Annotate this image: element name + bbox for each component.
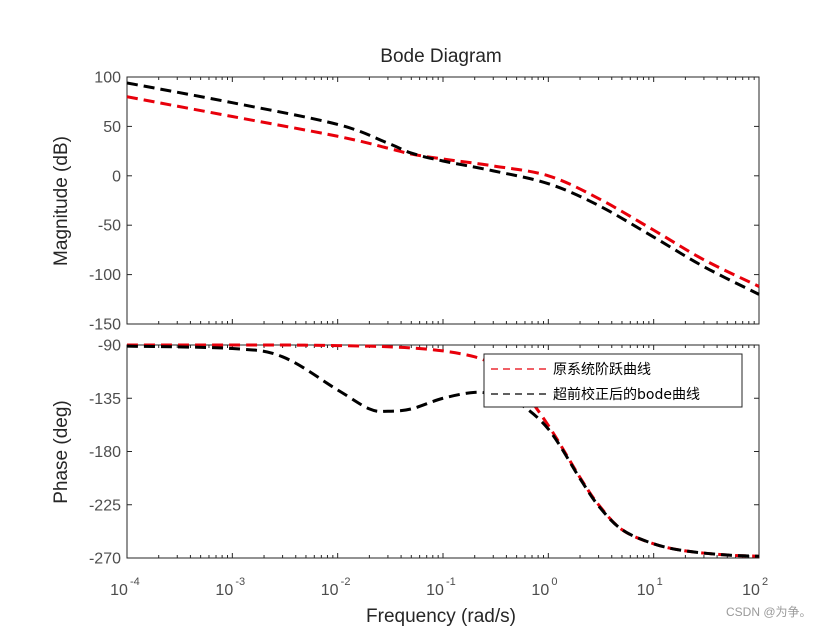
x-tick-label: 10	[637, 582, 655, 599]
chart-title: Bode Diagram	[380, 46, 501, 67]
y-tick-label: -180	[89, 444, 121, 461]
magnitude-series-original	[126, 95, 760, 288]
legend-label-compensated: 超前校正后的bode曲线	[553, 386, 700, 403]
magnitude-lines	[126, 81, 760, 296]
x-tick-label: 10	[426, 582, 444, 599]
watermark-text: CSDN @为争。	[726, 605, 812, 619]
y-tick-label: 50	[103, 119, 121, 136]
magnitude-ylabel: Magnitude (dB)	[51, 136, 72, 266]
x-tick-exponent: 0	[551, 576, 557, 588]
x-tick-exponent: -2	[341, 576, 351, 588]
phase-x-ticks: 10 -4 10 -3 10 -2 10 -1 10 0 10 1 10 2	[110, 345, 768, 599]
x-axis-label: Frequency (rad/s)	[366, 606, 516, 627]
magnitude-y-ticks: 100 50 0 -50 -100 -150	[89, 70, 759, 334]
x-tick-exponent: -3	[235, 576, 245, 588]
x-tick-exponent: 2	[762, 576, 768, 588]
x-tick-label: 10	[531, 582, 549, 599]
x-tick-exponent: 1	[657, 576, 663, 588]
x-tick-exponent: -4	[130, 576, 140, 588]
y-tick-label: -270	[89, 551, 121, 568]
y-tick-label: -135	[89, 391, 121, 408]
y-tick-label: -225	[89, 497, 121, 514]
magnitude-axes: 100 50 0 -50 -100 -150	[89, 70, 760, 334]
magnitude-plot-area	[126, 76, 760, 325]
legend-label-original: 原系统阶跃曲线	[553, 362, 651, 378]
y-tick-label: -90	[98, 338, 121, 355]
x-tick-label: 10	[321, 582, 339, 599]
legend-box	[483, 353, 743, 408]
phase-ylabel: Phase (deg)	[51, 400, 72, 504]
magnitude-x-ticks	[126, 77, 760, 324]
x-tick-label: 10	[110, 582, 128, 599]
y-tick-label: -150	[89, 317, 121, 334]
x-tick-label: 10	[742, 582, 760, 599]
magnitude-series-compensated	[126, 81, 760, 296]
legend: 原系统阶跃曲线 超前校正后的bode曲线	[483, 353, 743, 408]
y-tick-label: -50	[98, 218, 121, 235]
y-tick-label: 0	[112, 168, 121, 185]
y-tick-label: 100	[94, 70, 121, 87]
y-tick-label: -100	[89, 267, 121, 284]
x-tick-exponent: -1	[446, 576, 456, 588]
x-tick-label: 10	[215, 582, 233, 599]
